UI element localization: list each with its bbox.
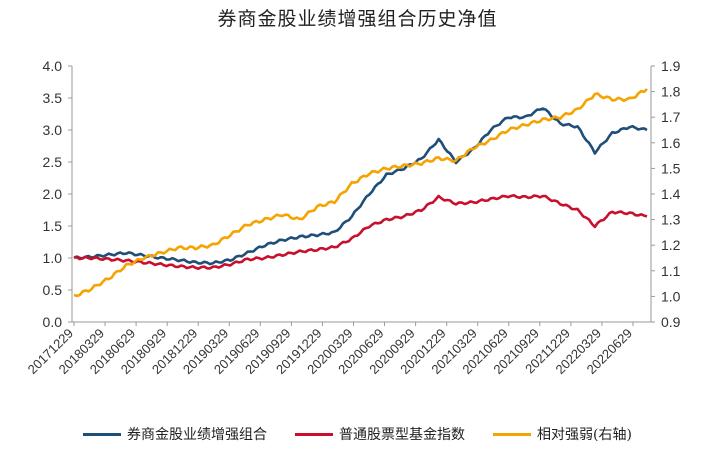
right-tick-label: 0.9 — [661, 314, 681, 330]
legend-item-portfolio: 券商金股业绩增强组合 — [83, 424, 267, 444]
legend-swatch-relative-strength — [493, 432, 532, 436]
right-tick-label: 1.3 — [661, 212, 681, 228]
right-tick-label: 1.5 — [661, 160, 681, 176]
left-tick-label: 1.0 — [43, 250, 63, 266]
right-tick-label: 1.6 — [661, 135, 681, 151]
legend-label-portfolio: 券商金股业绩增强组合 — [127, 427, 268, 443]
left-tick-label: 3.5 — [43, 90, 63, 106]
right-tick-label: 1.7 — [661, 109, 681, 125]
series-line-2 — [73, 88, 648, 298]
series-line-0 — [73, 107, 648, 266]
right-tick-label: 1.8 — [661, 84, 681, 100]
legend-label-fund-index: 普通股票型基金指数 — [339, 427, 466, 443]
legend-swatch-portfolio — [83, 432, 122, 436]
legend: 券商金股业绩增强组合 普通股票型基金指数 相对强弱(右轴) — [0, 424, 715, 444]
right-tick-label: 1.2 — [661, 237, 681, 253]
left-tick-label: 0.5 — [43, 282, 63, 298]
legend-item-fund-index: 普通股票型基金指数 — [295, 424, 465, 444]
right-tick-label: 1.0 — [661, 288, 681, 304]
left-tick-label: 0.0 — [43, 314, 63, 330]
right-tick-label: 1.4 — [661, 186, 681, 202]
right-tick-label: 1.1 — [661, 263, 681, 279]
legend-item-relative-strength: 相对强弱(右轴) — [493, 424, 632, 444]
chart-title: 券商金股业绩增强组合历史净值 — [217, 8, 498, 30]
series-line-1 — [73, 193, 648, 271]
left-tick-label: 3.0 — [43, 122, 63, 138]
right-tick-label: 1.9 — [661, 58, 681, 74]
left-tick-label: 4.0 — [43, 58, 63, 74]
legend-swatch-fund-index — [295, 432, 334, 436]
left-tick-label: 2.0 — [43, 186, 63, 202]
left-tick-label: 2.5 — [43, 154, 63, 170]
left-tick-label: 1.5 — [43, 218, 63, 234]
legend-label-relative-strength: 相对强弱(右轴) — [537, 427, 632, 443]
